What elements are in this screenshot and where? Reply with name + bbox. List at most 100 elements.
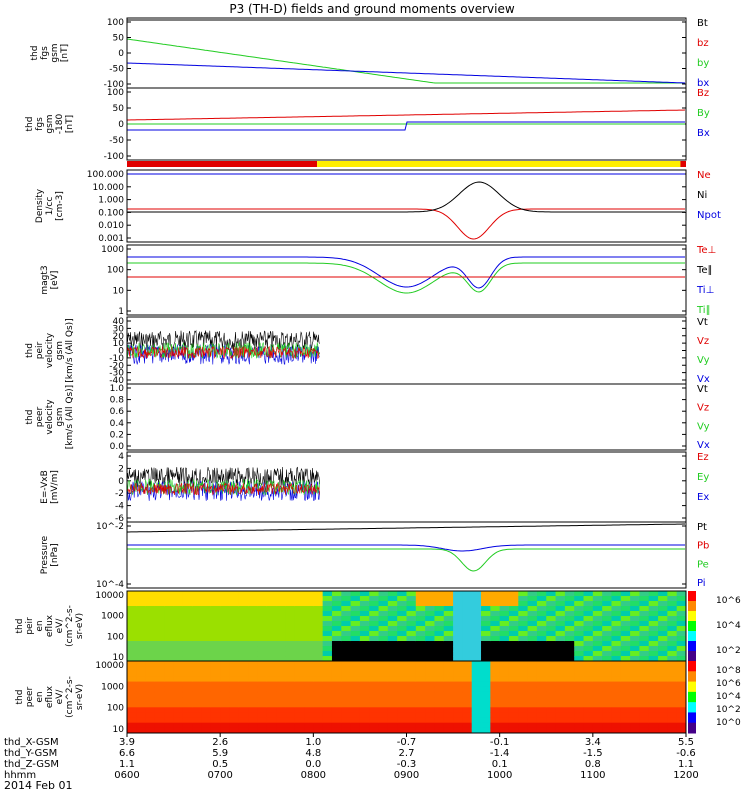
- spectrogram-cell: [648, 641, 659, 647]
- spectrogram-cell: [536, 702, 547, 708]
- spectrogram-cell: [453, 601, 463, 607]
- y-tick-label: 1.000: [98, 196, 124, 206]
- spectrogram-cell: [406, 661, 417, 667]
- spectrogram-cell: [397, 717, 407, 724]
- spectrogram-cell: [406, 621, 417, 627]
- spectrogram-cell: [555, 626, 566, 632]
- spectrogram-cell: [602, 591, 612, 597]
- spectrogram-cell: [499, 651, 510, 657]
- spectrogram-cell: [266, 691, 277, 698]
- spectrogram-cell: [369, 697, 380, 703]
- spectrogram-cell: [164, 712, 175, 719]
- spectrogram-cell: [574, 641, 585, 647]
- panel-frame: [126, 87, 687, 161]
- spectrogram-cell: [313, 641, 324, 647]
- spectrogram-cell: [378, 686, 389, 693]
- spectrogram-cell: [630, 722, 640, 729]
- spectrogram-cell: [527, 661, 538, 667]
- spectrogram-cell: [285, 707, 296, 713]
- y-tick-label: 10.000: [93, 183, 125, 193]
- x-tick-label-x: 5.5: [678, 737, 694, 748]
- spectrogram-cell: [229, 611, 240, 617]
- spectrogram-cell: [285, 641, 296, 647]
- spectrogram-cell: [667, 666, 678, 672]
- spectrogram-cell: [154, 702, 165, 708]
- spectrogram-cell: [639, 621, 650, 627]
- spectrogram-cell: [583, 671, 594, 677]
- spectrogram-cell: [248, 691, 258, 698]
- spectrogram-cell: [630, 656, 640, 662]
- spectrogram-cell: [154, 636, 165, 642]
- spectrogram-cell: [583, 656, 594, 662]
- spectrogram-cell: [341, 681, 352, 688]
- spectrogram-cell: [304, 636, 314, 642]
- spectrogram-cell: [322, 712, 333, 719]
- spectrogram-cell: [415, 712, 426, 719]
- spectrogram-cell: [508, 601, 519, 607]
- spectrogram-cell: [257, 686, 268, 693]
- spectrogram-cell: [611, 722, 622, 729]
- x-tick-label-z: 0.1: [492, 759, 508, 770]
- legend-vx: Vx: [697, 440, 710, 451]
- spectrogram-cell: [536, 646, 547, 652]
- spectrogram-cell: [359, 697, 370, 703]
- y-tick-label: 10^-4: [96, 580, 124, 590]
- spectrogram-cell: [425, 611, 435, 617]
- spectrogram-cell: [229, 712, 240, 719]
- spectrogram-cell: [639, 646, 650, 652]
- x-tick-label-z: 0.0: [305, 759, 321, 770]
- spectrogram-cell: [611, 656, 622, 662]
- spectrogram-cell: [536, 697, 547, 703]
- spectrogram-cell: [574, 686, 585, 693]
- spectrogram-cell: [248, 697, 258, 703]
- spectrogram-cell: [639, 631, 650, 637]
- spectrogram-cell: [238, 636, 249, 642]
- spectrogram-cell: [201, 671, 212, 677]
- legend-vy: Vy: [697, 355, 710, 366]
- spectrogram-cell: [294, 671, 305, 677]
- spectrogram-cell: [378, 697, 389, 703]
- spectrogram-cell: [471, 717, 482, 724]
- spectrogram-cell: [611, 681, 622, 688]
- spectrogram-cell: [499, 596, 510, 602]
- spectrogram-cell: [350, 616, 361, 622]
- spectrogram-cell: [304, 666, 314, 672]
- spectrogram-cell: [508, 681, 519, 688]
- spectrogram-cell: [154, 591, 165, 597]
- spectrogram-cell: [667, 697, 678, 703]
- spectrogram-cell: [518, 681, 529, 688]
- spectrogram-cell: [369, 686, 380, 693]
- spectrogram-cell: [648, 686, 659, 693]
- spectrogram-cell: [136, 596, 147, 602]
- spectrogram-cell: [304, 681, 314, 688]
- y-tick-label: 100.000: [87, 170, 124, 180]
- spectrogram-cell: [322, 717, 333, 724]
- spectrogram-cell: [173, 621, 184, 627]
- spectrogram-cell: [648, 676, 659, 683]
- spectrogram-cell: [313, 596, 324, 602]
- spectrogram-cell: [154, 596, 165, 602]
- spectrogram-cell: [602, 601, 612, 607]
- spectrogram-cell: [481, 641, 491, 647]
- spectrogram-cell: [658, 666, 668, 672]
- spectrogram-cell: [350, 606, 361, 612]
- spectrogram-cell: [658, 601, 668, 607]
- spectrogram-cell: [285, 681, 296, 688]
- spectrogram-cell: [415, 621, 426, 627]
- spectrogram-cell: [639, 681, 650, 688]
- spectrogram-cell: [536, 606, 547, 612]
- spectrogram-cell: [322, 722, 333, 729]
- spectrogram-cell: [173, 676, 184, 683]
- spectrogram-cell: [592, 616, 603, 622]
- spectrogram-cell: [350, 611, 361, 617]
- spectrogram-cell: [322, 676, 333, 683]
- spectrogram-cell: [173, 661, 184, 667]
- spectrogram-cell: [481, 601, 491, 607]
- spectrogram-cell: [611, 671, 622, 677]
- spectrogram-cell: [201, 717, 212, 724]
- spectrogram-cell: [238, 671, 249, 677]
- spectrogram-cell: [574, 631, 585, 637]
- spectrogram-cell: [499, 681, 510, 688]
- colorbar-segment: [688, 671, 696, 683]
- spectrogram-cell: [248, 621, 258, 627]
